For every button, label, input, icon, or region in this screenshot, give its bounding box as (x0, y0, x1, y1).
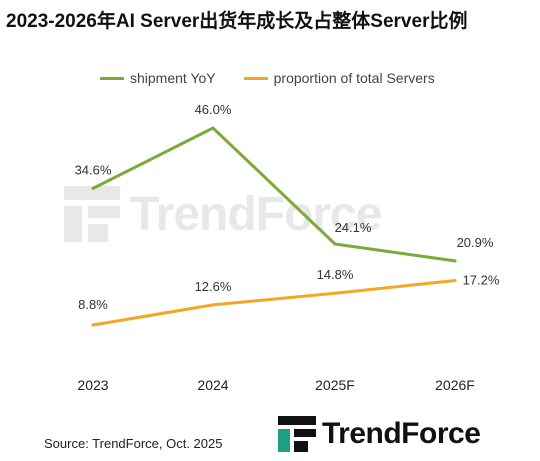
data-point-proportion-2 (333, 291, 337, 295)
data-point-shipment-3 (453, 259, 457, 263)
data-point-shipment-0 (91, 186, 95, 190)
trendforce-logo-icon (278, 416, 316, 452)
legend-label-shipment: shipment YoY (130, 70, 216, 86)
legend-label-proportion: proportion of total Servers (273, 70, 435, 86)
legend-item-shipment: shipment YoY (100, 70, 216, 86)
brand-name: TrendForce (322, 417, 481, 450)
legend: shipment YoY proportion of total Servers (100, 70, 463, 86)
x-tick-label-3: 2026F (435, 377, 475, 393)
data-label-shipment-3: 20.9% (457, 235, 494, 250)
x-tick-label-0: 2023 (77, 377, 108, 393)
data-label-shipment-2: 24.1% (335, 220, 372, 235)
source-note: Source: TrendForce, Oct. 2025 (44, 436, 223, 451)
x-tick-label-1: 2024 (197, 377, 228, 393)
brand-logo: TrendForce (278, 416, 481, 452)
data-label-shipment-1: 46.0% (195, 102, 232, 117)
data-label-proportion-1: 12.6% (195, 279, 232, 294)
data-label-proportion-0: 8.8% (78, 297, 108, 312)
chart-title: 2023-2026年AI Server出货年成长及占整体Server比例 (6, 11, 468, 32)
legend-swatch-shipment (100, 76, 124, 80)
data-point-proportion-3 (453, 279, 457, 283)
data-point-shipment-1 (211, 126, 215, 130)
data-label-proportion-2: 14.8% (317, 267, 354, 282)
data-label-proportion-3: 17.2% (463, 273, 500, 288)
series-line-shipment (91, 126, 457, 263)
legend-item-proportion: proportion of total Servers (243, 70, 435, 86)
data-point-shipment-2 (333, 242, 337, 246)
data-point-proportion-1 (211, 303, 215, 307)
data-label-shipment-0: 34.6% (75, 162, 112, 177)
data-point-proportion-0 (91, 323, 95, 327)
legend-swatch-proportion (243, 76, 268, 80)
x-tick-label-2: 2025F (315, 377, 355, 393)
series-line-proportion (91, 279, 457, 327)
